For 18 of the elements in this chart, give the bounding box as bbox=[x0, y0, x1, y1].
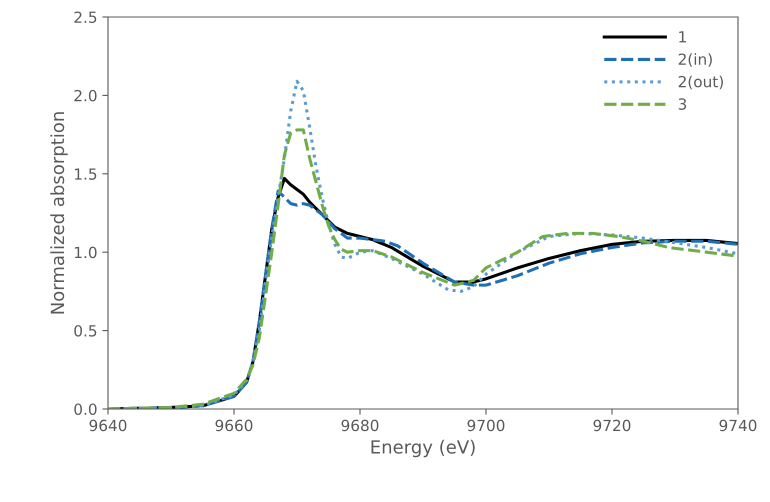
x-axis-title: Energy (eV) bbox=[372, 440, 475, 458]
y-tick-label: 2.0 bbox=[74, 90, 97, 102]
x-tick-label: 9640 bbox=[90, 420, 126, 432]
y-axis-title: Normalized absorption bbox=[50, 112, 68, 314]
x-tick-label: 9660 bbox=[216, 420, 252, 432]
legend-label: 2(out) bbox=[678, 76, 723, 90]
y-tick-label: 1.0 bbox=[74, 246, 97, 258]
x-tick-label: 9700 bbox=[468, 420, 504, 432]
y-tick-label: 1.5 bbox=[74, 168, 96, 180]
y-tick-label: 0.0 bbox=[74, 403, 97, 416]
x-tick-label: 9720 bbox=[594, 420, 630, 432]
y-tick-label: 2.5 bbox=[74, 11, 96, 24]
y-tick-label: 0.5 bbox=[74, 325, 96, 337]
x-tick-label: 9740 bbox=[720, 420, 756, 432]
legend-label: 1 bbox=[679, 31, 686, 42]
legend-label: 2(in) bbox=[678, 53, 712, 67]
x-tick-label: 9680 bbox=[342, 420, 378, 432]
legend-label: 3 bbox=[678, 98, 686, 110]
